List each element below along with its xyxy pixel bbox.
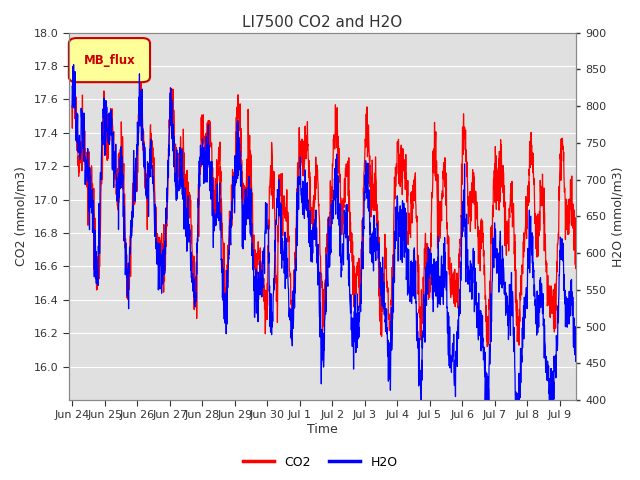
- Title: LI7500 CO2 and H2O: LI7500 CO2 and H2O: [243, 15, 403, 30]
- Y-axis label: H2O (mmol/m3): H2O (mmol/m3): [612, 166, 625, 266]
- Legend: CO2, H2O: CO2, H2O: [237, 451, 403, 474]
- Text: MB_flux: MB_flux: [84, 54, 135, 67]
- X-axis label: Time: Time: [307, 423, 338, 436]
- FancyBboxPatch shape: [69, 38, 150, 82]
- Y-axis label: CO2 (mmol/m3): CO2 (mmol/m3): [15, 167, 28, 266]
